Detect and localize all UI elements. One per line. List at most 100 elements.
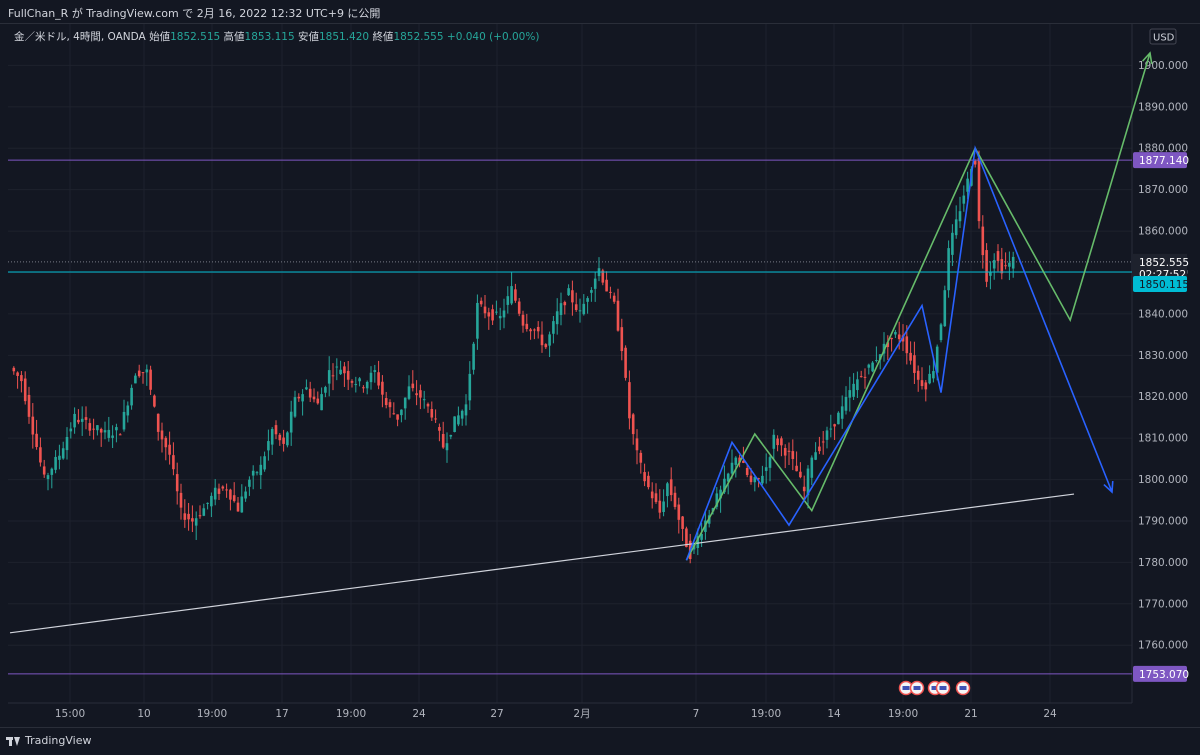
candle-body: [814, 452, 817, 460]
candle-body: [495, 311, 498, 313]
candle-body: [1000, 259, 1004, 274]
candle-body: [263, 456, 266, 470]
candle-body: [563, 302, 567, 306]
price-chart[interactable]: 1760.000 1770.000 1780.000 1790.000 1800.000…: [0, 0, 1200, 727]
candle-body: [430, 409, 434, 418]
candle-body: [141, 372, 145, 374]
candle-body: [217, 488, 221, 494]
candle-body: [464, 404, 468, 416]
candle-body: [700, 533, 703, 540]
candle-body: [544, 344, 548, 348]
candle-body: [730, 462, 734, 474]
candle-body: [362, 387, 365, 389]
candle-body: [734, 457, 738, 465]
candle-body: [198, 515, 202, 517]
price-tick-label: 1760.000: [1138, 640, 1188, 652]
candle-body: [213, 487, 217, 500]
publish-title: FullChan_R が TradingView.com で 2月 16, 20…: [8, 7, 381, 20]
price-tick-label: 1780.000: [1138, 557, 1188, 569]
ohlc-legend: 金／米ドル, 4時間, OANDA 始値1852.515 高値1853.115 …: [14, 30, 539, 43]
candle-body: [654, 493, 658, 502]
candle-body: [225, 489, 228, 491]
candle-body: [951, 232, 954, 255]
candle-body: [346, 370, 350, 380]
time-tick-label: 19:00: [336, 708, 366, 720]
candle-body: [164, 437, 168, 448]
candle-body: [525, 323, 529, 330]
candle-body: [810, 457, 814, 478]
candle-body: [825, 430, 829, 440]
candle-body: [460, 410, 464, 419]
candle-body: [605, 279, 608, 292]
candle-body: [886, 342, 890, 347]
time-tick-label: 19:00: [888, 708, 918, 720]
candle-body: [628, 382, 631, 419]
legend-high-value: 1853.115: [245, 31, 298, 43]
time-tick-label: 2月: [573, 708, 590, 720]
candle-body: [571, 290, 574, 303]
candle-body: [426, 403, 430, 407]
legend-close-value: 1852.555: [393, 31, 446, 43]
candle-body: [590, 290, 593, 293]
candle-body: [50, 468, 54, 475]
blue-projection-path: [685, 145, 1113, 561]
candle-body: [267, 441, 270, 451]
candle-body: [202, 508, 206, 516]
candle-body: [977, 157, 981, 222]
resistance-price-tag: 1877.140: [1139, 155, 1189, 167]
candle-body: [31, 416, 35, 435]
candle-body: [479, 300, 483, 305]
candle-body: [742, 460, 745, 463]
candle-body: [932, 371, 935, 379]
candle-body: [647, 475, 650, 488]
candle-body: [77, 419, 80, 423]
candle-body: [578, 310, 582, 312]
candle-body: [282, 437, 285, 444]
candle-body: [388, 402, 392, 408]
candle-body: [772, 434, 776, 449]
candle-body: [274, 425, 278, 435]
resistance-price-tag-bg: [1133, 152, 1187, 169]
legend-high-label: 高値: [224, 30, 245, 43]
candle-body: [42, 466, 46, 475]
candle-body: [555, 311, 559, 325]
green-projection-path: [685, 52, 1151, 561]
candle-body: [552, 321, 555, 334]
candle-body: [658, 500, 662, 513]
candle-body: [521, 314, 525, 326]
candle-body: [20, 375, 23, 382]
candle-body: [365, 381, 369, 389]
candle-body: [776, 438, 779, 446]
candle-body: [107, 429, 111, 438]
time-tick-label: 17: [275, 708, 288, 720]
candle-body: [567, 288, 570, 296]
candle-body: [738, 457, 741, 463]
candle-body: [1008, 262, 1011, 267]
mid-price-tag-bg: [1133, 276, 1187, 293]
candle-body: [787, 450, 791, 452]
candle-body: [540, 334, 544, 346]
candle-body: [723, 478, 726, 493]
candle-body: [958, 211, 962, 222]
candle-body: [438, 427, 441, 431]
time-tick-label: 15:00: [55, 708, 85, 720]
candle-body: [126, 405, 130, 416]
candle-body: [871, 362, 874, 372]
time-tick-label: 10: [137, 708, 150, 720]
candle-body: [894, 331, 897, 335]
candle-body: [69, 428, 73, 432]
candle-body: [529, 329, 532, 332]
legend-change: +0.040 (+0.00%): [447, 31, 540, 43]
candle-body: [973, 160, 977, 165]
candle-body: [122, 411, 126, 430]
candle-body: [354, 384, 358, 386]
candle-body: [331, 375, 335, 377]
us-flag-icon: [913, 686, 921, 690]
tradingview-logo[interactable]: TradingView: [6, 734, 91, 747]
candle-body: [305, 387, 308, 390]
candle-body: [536, 326, 540, 332]
candle-body: [111, 435, 114, 438]
candle-body: [103, 430, 107, 433]
candle-body: [829, 428, 833, 430]
candle-body: [818, 446, 821, 452]
